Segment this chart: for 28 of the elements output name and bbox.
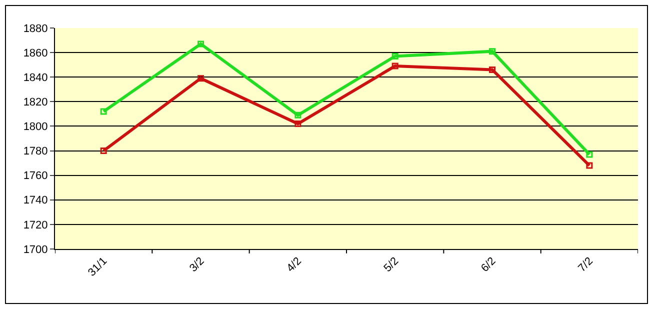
y-tick-label: 1720 <box>23 219 48 232</box>
y-tick-label: 1820 <box>23 96 48 109</box>
x-tick-label: 5/2 <box>382 255 402 275</box>
y-tick-label: 1880 <box>23 22 48 35</box>
point <box>294 120 302 128</box>
y-tick-label: 1800 <box>23 121 48 134</box>
point <box>392 52 398 60</box>
y-tick-label: 1780 <box>23 146 48 158</box>
point <box>392 62 398 70</box>
x-tick-label: 6/2 <box>478 255 498 275</box>
x-tick-label: 4/2 <box>284 255 304 275</box>
point <box>198 75 204 82</box>
y-tick-label: 1740 <box>23 194 48 207</box>
point <box>586 151 593 158</box>
point <box>198 40 204 48</box>
point <box>100 148 107 154</box>
point <box>586 162 593 169</box>
y-tick-label: 1860 <box>23 47 48 60</box>
y-tick-label: 1700 <box>23 244 48 256</box>
point <box>489 48 496 55</box>
point <box>100 108 107 115</box>
point <box>489 66 496 73</box>
x-tick-label: 3/2 <box>187 255 207 275</box>
x-tick-label: 31/1 <box>86 255 110 279</box>
y-tick-label: 1760 <box>23 170 48 182</box>
x-tick-label: 7/2 <box>576 255 596 275</box>
point <box>294 112 302 118</box>
y-tick-label: 1840 <box>23 72 48 84</box>
